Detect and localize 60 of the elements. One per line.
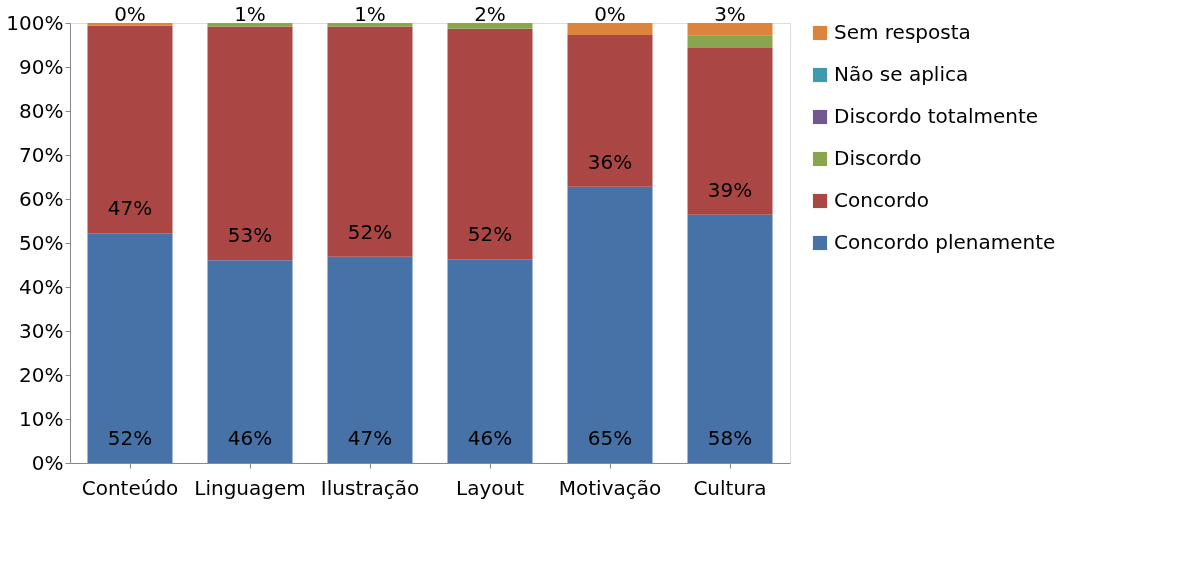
bar	[327, 26, 413, 257]
y-tick-label: 20%	[19, 362, 64, 387]
annotation: 2%	[474, 2, 506, 26]
bar	[87, 23, 173, 26]
bar	[687, 48, 773, 215]
bar	[447, 259, 533, 463]
y-tick-label: 80%	[19, 98, 64, 123]
x-tick-label: Ilustração	[320, 475, 420, 500]
x-tick-label: Motivação	[558, 475, 662, 500]
x-tick-label: Cultura	[693, 475, 767, 500]
annotation: 53%	[227, 223, 273, 248]
bar	[87, 25, 173, 234]
annotation: 36%	[587, 149, 633, 174]
bar	[207, 23, 293, 27]
y-tick-label: 30%	[19, 318, 64, 343]
x-tick-label: Conteúdo	[81, 475, 179, 500]
bar	[687, 214, 773, 463]
bar	[567, 186, 653, 463]
annotation: 46%	[227, 426, 273, 450]
annotation: 0%	[594, 2, 626, 26]
annotation: 52%	[107, 426, 153, 450]
annotation: 47%	[347, 426, 393, 450]
legend-label: Não se aplica	[834, 62, 969, 86]
y-tick-label: 50%	[19, 230, 64, 255]
annotation: 65%	[587, 426, 633, 450]
bar	[207, 260, 293, 463]
bar	[327, 23, 413, 27]
bar	[687, 35, 773, 49]
bar	[687, 23, 773, 36]
legend-label: Discordo	[834, 146, 922, 170]
annotation: 46%	[467, 426, 513, 450]
annotation: 1%	[354, 2, 386, 26]
annotation: 47%	[107, 196, 153, 221]
y-tick-label: 70%	[19, 142, 64, 167]
bar	[447, 23, 533, 29]
bar	[207, 26, 293, 261]
legend-label: Concordo plenamente	[834, 230, 1056, 254]
bar	[327, 256, 413, 463]
annotation: 1%	[234, 2, 266, 26]
x-tick-label: Layout	[456, 475, 525, 500]
annotation: 3%	[714, 2, 746, 26]
legend-label: Concordo	[834, 188, 929, 212]
annotation: 52%	[467, 222, 513, 247]
y-tick-label: 0%	[31, 450, 64, 475]
annotation: 58%	[707, 426, 753, 450]
bar	[567, 23, 653, 35]
bar	[447, 28, 533, 260]
annotation: 52%	[347, 219, 393, 244]
annotation: 39%	[707, 177, 753, 202]
y-tick-label: 100%	[6, 10, 64, 35]
y-tick-label: 40%	[19, 274, 64, 299]
legend-label: Discordo totalmente	[834, 104, 1039, 128]
annotation: 0%	[114, 2, 146, 26]
y-tick-label: 10%	[19, 406, 64, 431]
bar	[567, 34, 653, 187]
y-tick-label: 60%	[19, 186, 64, 211]
x-tick-label: Linguagem	[194, 475, 306, 500]
y-tick-label: 90%	[19, 54, 64, 79]
bar	[87, 233, 173, 463]
legend-label: Sem resposta	[834, 20, 971, 44]
